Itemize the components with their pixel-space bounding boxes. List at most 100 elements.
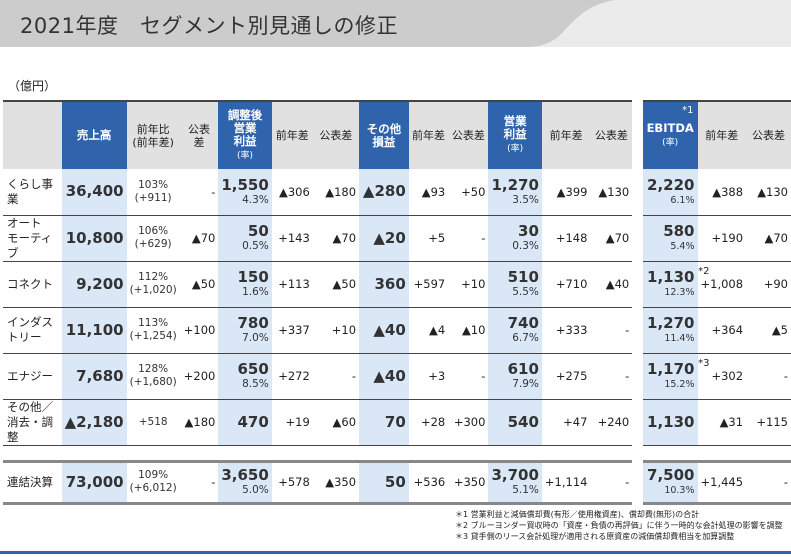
spacer: [218, 445, 272, 461]
ebitda-vs-plan: -: [746, 353, 791, 400]
table-row: 連結決算 73,000 109% (+6,012) -3,650 5.0% +578 ▲350…: [3, 459, 791, 505]
adj-op-cell: 1,550 4.3%: [218, 169, 272, 216]
sales-value: 9,200: [76, 274, 124, 293]
adj-op-rate: 0.5%: [242, 240, 269, 252]
ebitda-vs-plan: +115: [746, 399, 791, 446]
ebitda-value: 580: [663, 222, 695, 240]
ebitda-value: 1,170: [647, 360, 695, 378]
footnote-2: ＊2 ブルーヨンダー買収時の「資産・負債の再評価」に伴う一時的な会計処理の影響を…: [455, 521, 783, 530]
other-yoy: +597: [408, 261, 449, 308]
other-yoy: ▲93: [408, 169, 449, 216]
adj-op-vs-plan: -: [312, 353, 360, 400]
sales-vs-plan: -: [179, 169, 219, 216]
adj-op-value: 1,550: [221, 175, 269, 194]
table-row: エナジー 7,680 128% (+1,680) +200 650 8.5% +272- ▲40…: [3, 353, 791, 400]
table-row: オート モーティブ 10,800 106% (+629) ▲70 50 0.5% +143 ▲7…: [3, 215, 791, 262]
header-vs-plan: 公表差: [590, 100, 633, 169]
op-vs-plan: -: [590, 353, 633, 400]
other-vs-plan: +10: [448, 261, 489, 308]
spacer: [746, 445, 791, 461]
spacer: [541, 445, 591, 461]
op-rate: 3.5%: [512, 193, 539, 206]
segment-forecast-table: 売上高 前年比 (前年差) 公表差 調整後 営業 利益 (率) 前年差 公表差 そ…: [3, 100, 791, 505]
ebitda-value: 1,130: [647, 412, 695, 431]
title-bar-shape: [0, 0, 615, 47]
op-vs-plan: -: [590, 307, 633, 354]
segment-name: その他／ 消去・調整: [3, 399, 62, 446]
spacer: [271, 445, 313, 461]
header-rate: (率): [507, 144, 524, 154]
header-rate: (率): [237, 150, 254, 161]
sales-cell: 7,680: [61, 353, 127, 400]
adj-op-yoy: +578: [271, 459, 313, 505]
spacer: [312, 445, 360, 461]
ebitda-rate: 10.3%: [664, 485, 695, 496]
adj-op-cell: 50 0.5%: [218, 215, 272, 262]
ebitda-yoy: +190: [697, 215, 747, 262]
op-cell: 3,700 5.1%: [488, 459, 542, 505]
adj-op-value: 470: [237, 412, 269, 431]
op-value: 3,700: [491, 466, 539, 484]
ebitda-value: 7,500: [647, 466, 695, 484]
adj-op-value: 650: [237, 360, 269, 378]
adj-op-vs-plan: +10: [312, 307, 360, 354]
ebitda-rate: 12.3%: [664, 287, 695, 298]
footnote-3: ＊3 貸手側のリース会計処理が適用される原資産の減価償却費相当を加算調整: [455, 532, 735, 541]
ebitda-vs-plan: -: [746, 459, 791, 505]
spacer: [632, 445, 643, 461]
header-rate: (率): [662, 137, 679, 148]
yoy-ratio-cell: 103% (+911): [126, 169, 180, 216]
segment-name: 連結決算: [3, 459, 62, 505]
header-yoy: 前年差: [408, 100, 449, 169]
other-yoy: +3: [408, 353, 449, 400]
sales-cell: 73,000: [61, 459, 127, 505]
sales-value: 36,400: [65, 182, 124, 201]
other-value: 70: [384, 412, 406, 431]
sales-cell: 11,100: [61, 307, 127, 354]
adj-op-yoy: +19: [271, 399, 313, 446]
other-cell: 360: [359, 261, 409, 308]
yoy-diff: (+1,680): [129, 376, 177, 388]
ebitda-cell: 2,220 6.1%: [642, 169, 698, 216]
ebitda-vs-plan: +90: [746, 261, 791, 308]
other-vs-plan: -: [448, 353, 489, 400]
adj-op-rate: 4.3%: [242, 193, 269, 206]
adj-op-vs-plan: ▲50: [312, 261, 360, 308]
adj-op-yoy: ▲306: [271, 169, 313, 216]
other-cell: ▲20: [359, 215, 409, 262]
adj-op-vs-plan: ▲180: [312, 169, 360, 216]
adj-op-cell: 470: [218, 399, 272, 446]
adj-op-value: 50: [247, 222, 269, 240]
spacer: [632, 353, 643, 399]
adj-op-cell: 3,650 5.0%: [218, 459, 272, 505]
adj-op-cell: 780 7.0%: [218, 307, 272, 354]
segment-name: インダストリー: [3, 307, 62, 354]
ebitda-value: 1,130: [647, 268, 695, 286]
op-yoy: +1,114: [541, 459, 591, 505]
op-cell: 1,270 3.5%: [488, 169, 542, 216]
spacer: [632, 169, 643, 215]
ebitda-vs-plan: ▲130: [746, 169, 791, 216]
segment-name: エナジー: [3, 353, 62, 400]
op-cell: 30 0.3%: [488, 215, 542, 262]
sales-vs-plan: ▲50: [179, 261, 219, 308]
op-vs-plan: ▲70: [590, 215, 633, 262]
spacer: [632, 261, 643, 307]
header-vs-plan: 公表差: [448, 100, 489, 169]
yoy-ratio: 128%: [138, 363, 169, 375]
other-value: 360: [374, 274, 406, 293]
other-vs-plan: +350: [448, 459, 489, 505]
adj-op-rate: 1.6%: [242, 286, 269, 298]
segment-name: コネクト: [3, 261, 62, 308]
header-yoy: 前年差: [541, 100, 591, 169]
yoy-ratio-cell: 109% (+6,012): [126, 459, 180, 505]
other-value: 50: [384, 472, 406, 491]
ebitda-cell: 1,270 11.4%: [642, 307, 698, 354]
op-cell: 740 6.7%: [488, 307, 542, 354]
header-op: 営業 利益 (率): [488, 100, 542, 169]
header-adj-op-label: 調整後 営業 利益: [227, 107, 263, 148]
ebitda-cell: 1,170 *3 15.2%: [642, 353, 710, 400]
op-yoy: +148: [541, 215, 591, 262]
adj-op-rate: 7.0%: [242, 332, 269, 344]
footnote-marker: *3: [698, 357, 710, 369]
